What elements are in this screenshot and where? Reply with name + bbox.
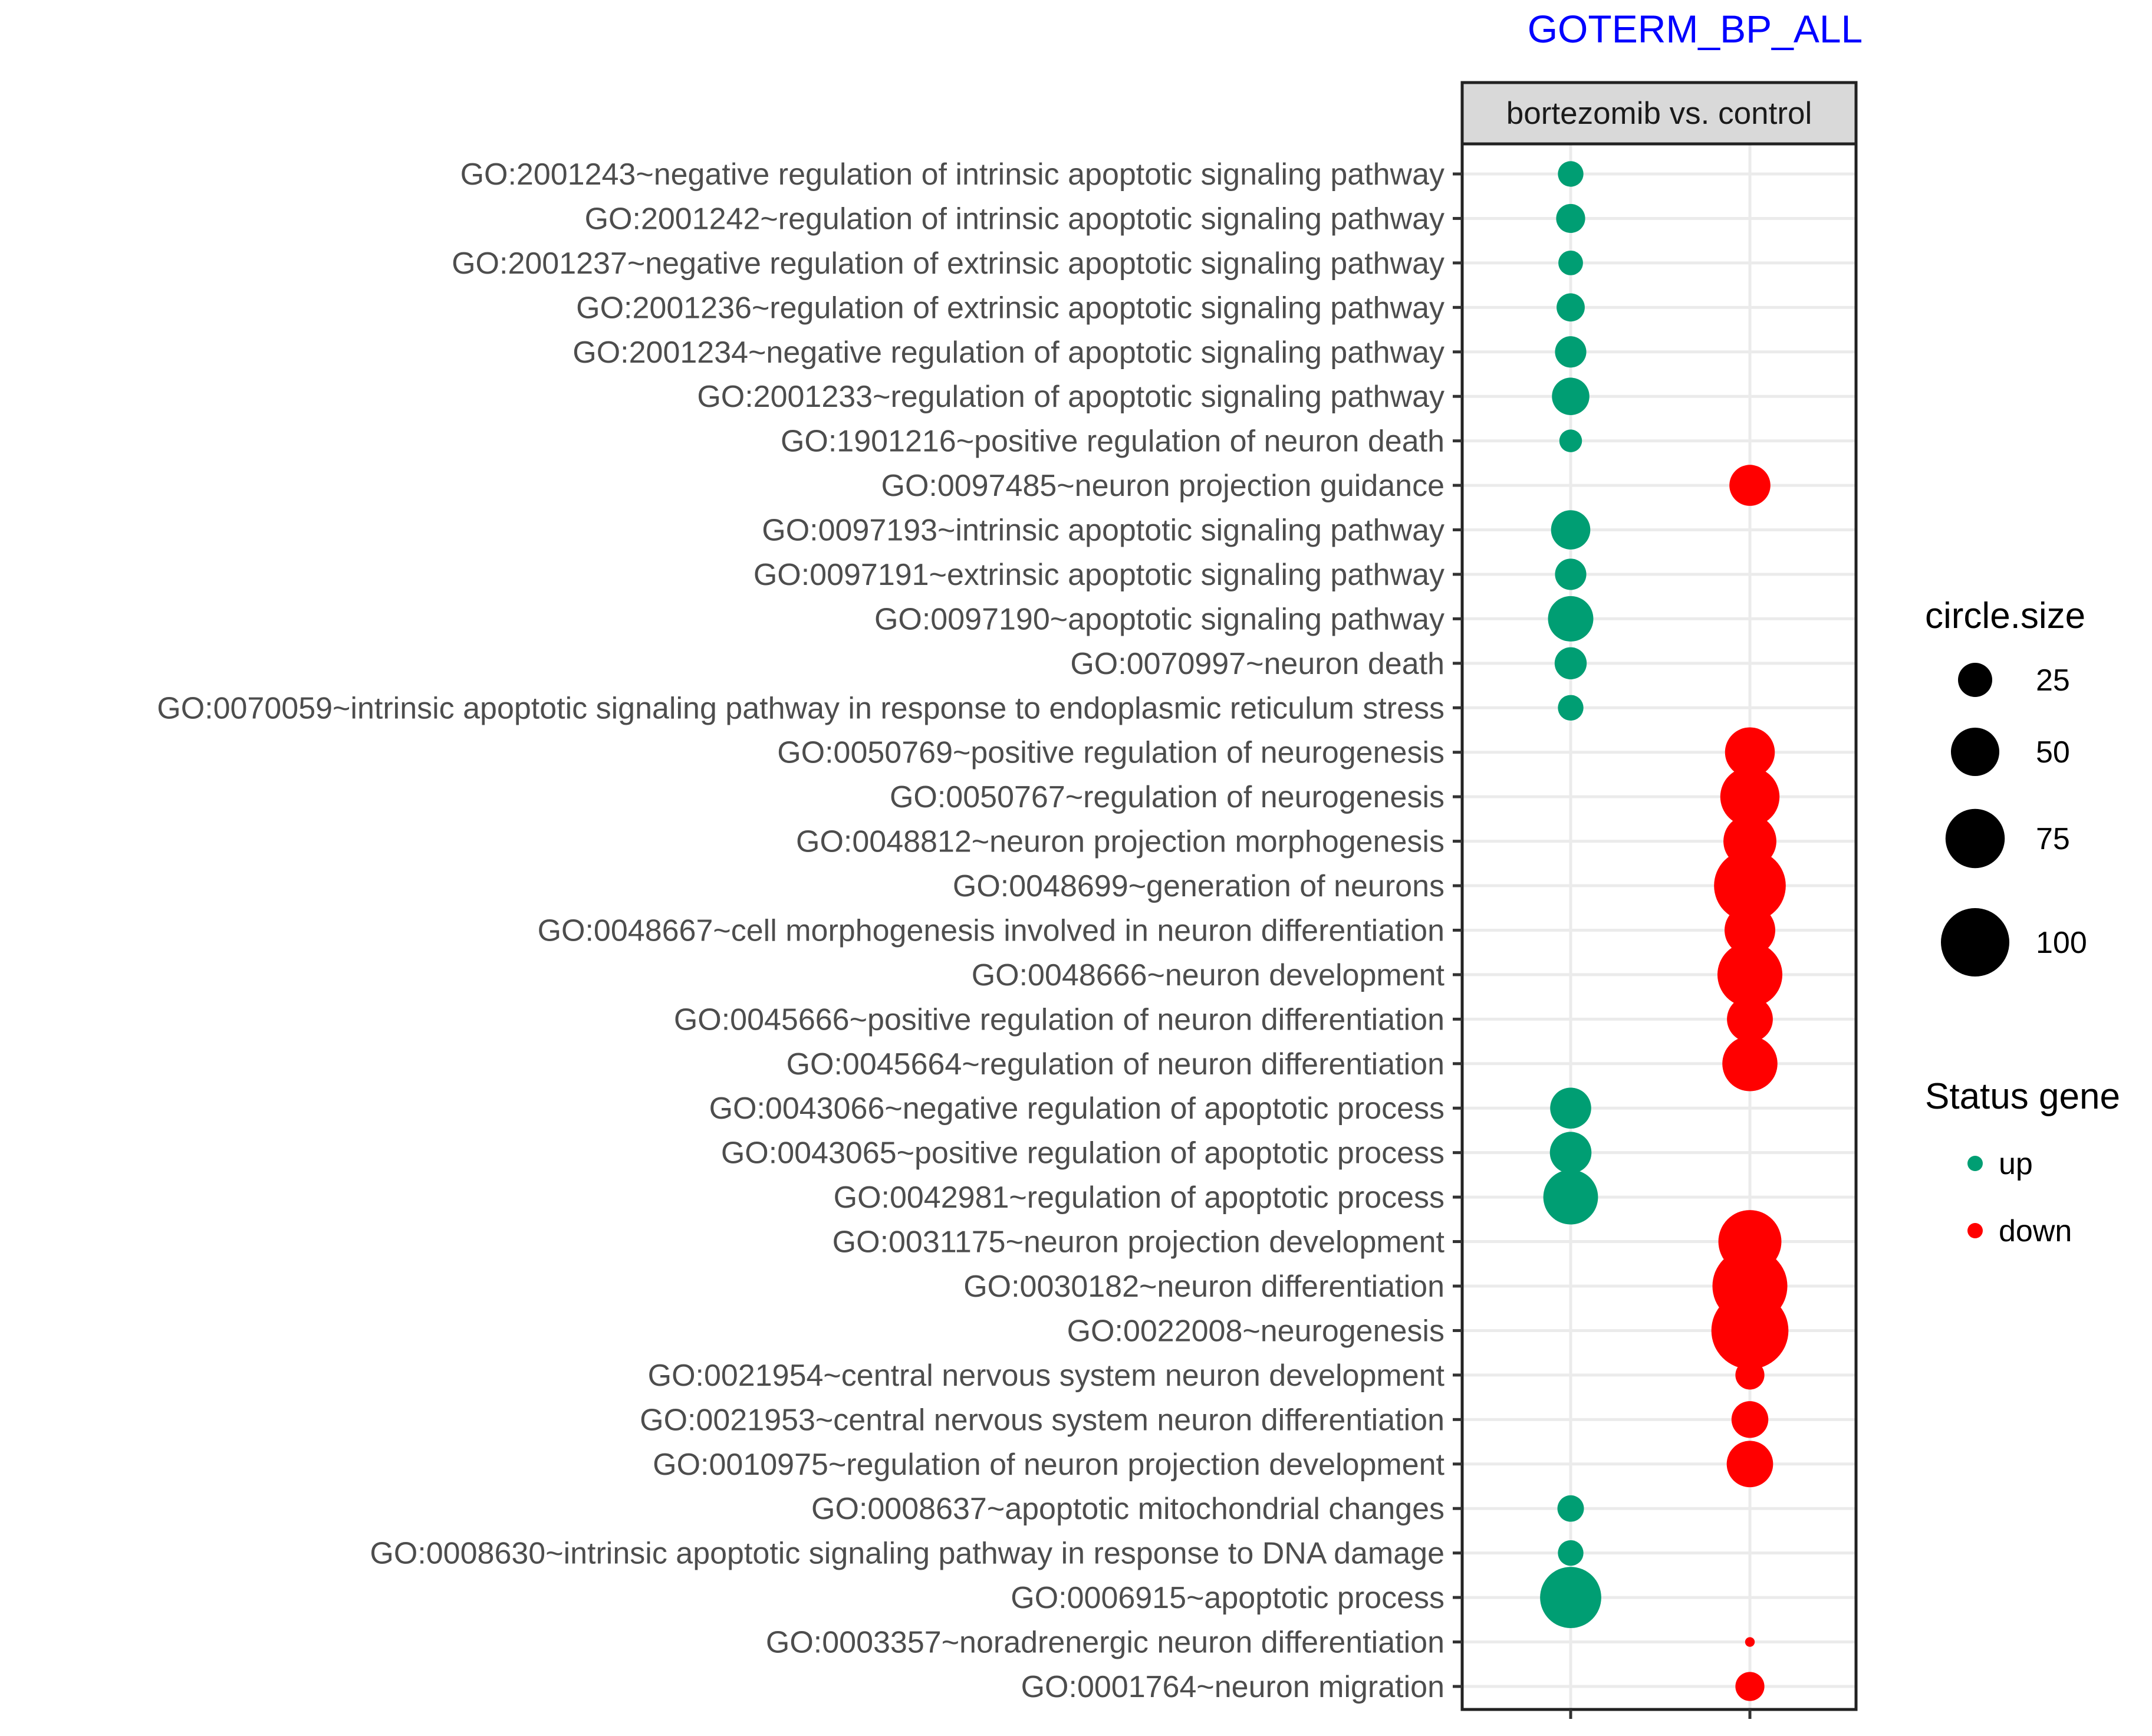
data-point-up: [1558, 695, 1584, 721]
color-legend-swatch-down: [1967, 1223, 1983, 1238]
data-point-up: [1548, 596, 1594, 642]
y-axis-label: GO:2001243~negative regulation of intrin…: [460, 157, 1444, 192]
size-legend-title: circle.size: [1925, 596, 2085, 636]
data-point-down: [1720, 767, 1780, 827]
size-legend-circle: [1941, 908, 2009, 976]
y-axis-label: GO:2001234~negative regulation of apopto…: [572, 336, 1444, 370]
color-legend-label: down: [1999, 1214, 2072, 1248]
y-axis-label: GO:0042981~regulation of apoptotic proce…: [834, 1181, 1444, 1215]
y-axis-ticks: [1453, 172, 1462, 1688]
data-point-down: [1725, 727, 1775, 777]
data-point-down: [1726, 1441, 1773, 1488]
data-points: [1540, 161, 1789, 1701]
data-point-down: [1727, 996, 1773, 1043]
data-point-down: [1711, 1292, 1789, 1369]
data-point-up: [1559, 429, 1582, 452]
x-axis-ticks: [1569, 1709, 1752, 1719]
y-axis-label: GO:0003357~noradrenergic neuron differen…: [766, 1626, 1444, 1660]
size-legend-label: 100: [2036, 926, 2087, 960]
data-point-up: [1551, 510, 1591, 550]
data-point-up: [1558, 1540, 1584, 1566]
data-point-down: [1717, 942, 1783, 1007]
data-point-down: [1722, 1036, 1778, 1091]
y-axis-label: GO:0097191~extrinsic apoptotic signaling…: [753, 558, 1444, 592]
y-axis-label: GO:0050769~positive regulation of neurog…: [777, 736, 1444, 770]
data-point-down: [1735, 1672, 1765, 1701]
y-axis-label: GO:0021954~central nervous system neuron…: [648, 1359, 1445, 1393]
y-axis-label: GO:0010975~regulation of neuron projecti…: [653, 1448, 1444, 1482]
data-point-down: [1731, 1401, 1769, 1438]
y-axis-label: GO:0050767~regulation of neurogenesis: [890, 780, 1444, 814]
y-axis-label: GO:0045666~positive regulation of neuron…: [674, 1002, 1444, 1037]
data-point-up: [1550, 1087, 1591, 1129]
y-axis-label: GO:0070059~intrinsic apoptotic signaling…: [157, 691, 1444, 725]
size-legend-label: 50: [2036, 735, 2070, 770]
chart-title: GOTERM_BP_ALL: [1528, 7, 1863, 51]
plot-panel-border: [1460, 142, 1858, 1711]
y-axis-label: GO:0022008~neurogenesis: [1067, 1314, 1444, 1348]
y-axis-label: GO:0006915~apoptotic process: [1011, 1581, 1444, 1615]
y-axis-label: GO:0008630~intrinsic apoptotic signaling…: [370, 1537, 1444, 1571]
size-legend-circle: [1945, 808, 2005, 869]
y-axis-label: GO:0045664~regulation of neuron differen…: [787, 1047, 1444, 1081]
data-point-down: [1745, 1637, 1755, 1647]
size-legend: circle.size 25 50 75 100: [1925, 596, 2087, 976]
size-legend-circle: [1958, 663, 1992, 697]
data-point-down: [1714, 850, 1786, 922]
size-legend-label: 25: [2036, 663, 2070, 698]
data-point-up: [1543, 1169, 1598, 1225]
y-axis-label: GO:0048699~generation of neurons: [953, 869, 1444, 903]
data-point-up: [1540, 1567, 1601, 1628]
y-axis-label: GO:0031175~neuron projection development: [832, 1225, 1445, 1260]
y-axis-label: GO:0008637~apoptotic mitochondrial chang…: [811, 1492, 1444, 1526]
y-axis-label: GO:2001236~regulation of extrinsic apopt…: [576, 291, 1444, 325]
data-point-up: [1555, 336, 1587, 368]
size-legend-circle: [1950, 727, 2000, 777]
data-point-up: [1549, 1132, 1592, 1173]
y-axis-label: GO:0097193~intrinsic apoptotic signaling…: [762, 514, 1444, 548]
y-axis-labels: GO:2001243~negative regulation of intrin…: [157, 157, 1444, 1704]
y-axis-label: GO:2001237~negative regulation of extrin…: [452, 246, 1444, 281]
color-legend: Status gene up down: [1925, 1076, 2120, 1248]
color-legend-label: up: [1999, 1147, 2033, 1181]
facet-label: bortezomib vs. control: [1506, 96, 1812, 131]
data-point-up: [1552, 377, 1590, 415]
y-axis-label: GO:0043066~negative regulation of apopto…: [709, 1091, 1444, 1126]
y-axis-label: GO:0097485~neuron projection guidance: [881, 469, 1445, 503]
data-point-down: [1724, 905, 1776, 956]
grid-lines: [1462, 144, 1856, 1709]
y-axis-label: GO:0030182~neuron differentiation: [963, 1270, 1444, 1304]
data-point-up: [1555, 558, 1587, 590]
y-axis-label: GO:0001764~neuron migration: [1021, 1670, 1444, 1704]
color-legend-title: Status gene: [1925, 1076, 2120, 1117]
y-axis-label: GO:2001242~regulation of intrinsic apopt…: [585, 202, 1444, 236]
y-axis-label: GO:1901216~positive regulation of neuron…: [781, 425, 1444, 459]
data-point-down: [1735, 1360, 1765, 1390]
data-point-up: [1557, 1495, 1584, 1522]
facet-strip: [1460, 81, 1858, 146]
y-axis-label: GO:0097190~apoptotic signaling pathway: [874, 602, 1444, 636]
y-axis-label: GO:0070997~neuron death: [1070, 647, 1444, 681]
y-axis-label: GO:0043065~positive regulation of apopto…: [721, 1136, 1444, 1171]
y-axis-label: GO:0048666~neuron development: [972, 958, 1445, 992]
data-point-down: [1729, 465, 1771, 506]
y-axis-label: GO:0048667~cell morphogenesis involved i…: [538, 913, 1444, 948]
data-point-up: [1558, 250, 1583, 275]
y-axis-label: GO:0048812~neuron projection morphogenes…: [796, 825, 1444, 859]
y-axis-label: GO:0021953~central nervous system neuron…: [640, 1403, 1444, 1437]
data-point-up: [1557, 293, 1585, 322]
data-point-up: [1556, 203, 1585, 234]
y-axis-label: GO:2001233~regulation of apoptotic signa…: [697, 380, 1444, 414]
data-point-up: [1558, 161, 1584, 187]
size-legend-label: 75: [2036, 822, 2070, 856]
color-legend-swatch-up: [1967, 1156, 1983, 1171]
data-point-up: [1554, 647, 1587, 680]
plot-panel: [1462, 144, 1856, 1709]
